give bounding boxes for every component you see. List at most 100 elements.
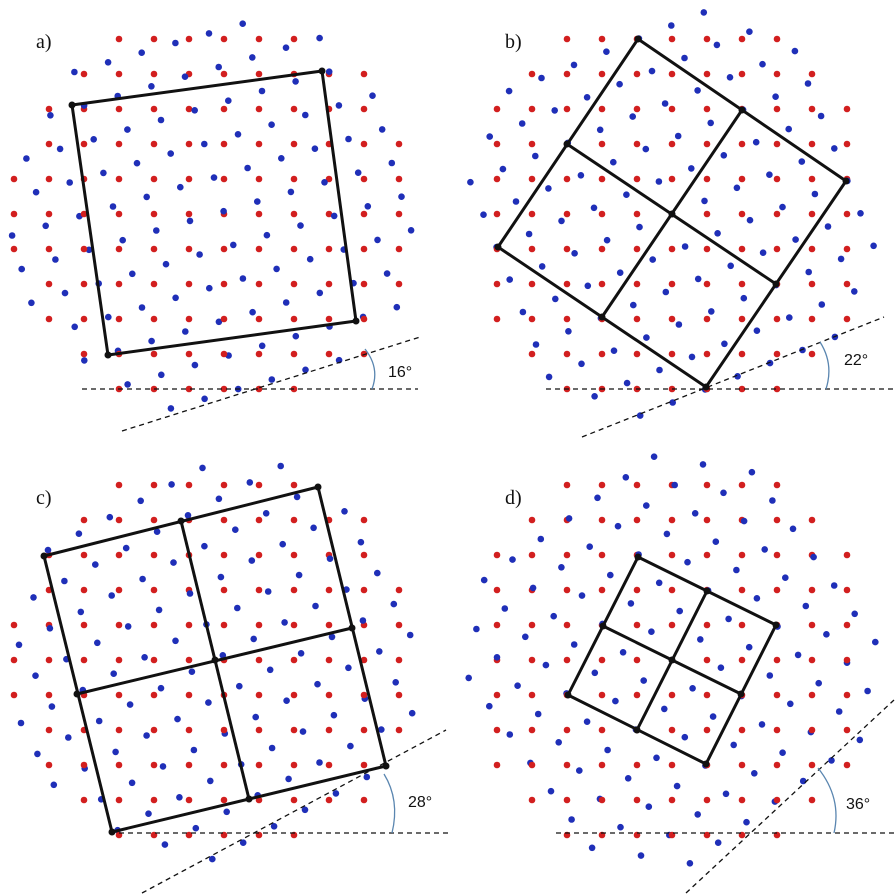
panel-c-supercell-vertices bbox=[40, 483, 390, 836]
lattice-point bbox=[703, 350, 711, 358]
lattice-point bbox=[250, 635, 257, 643]
lattice-point bbox=[824, 223, 832, 230]
lattice-point bbox=[808, 140, 816, 148]
lattice-point bbox=[493, 621, 501, 629]
lattice-point bbox=[808, 586, 816, 594]
lattice-point bbox=[153, 528, 161, 535]
panel-c-angle-label: 28° bbox=[408, 794, 432, 811]
lattice-point bbox=[590, 204, 598, 212]
lattice-point bbox=[668, 175, 676, 183]
supercell-vertex bbox=[598, 313, 606, 321]
lattice-point bbox=[596, 126, 604, 134]
lattice-point bbox=[663, 530, 671, 538]
lattice-point bbox=[668, 105, 676, 113]
lattice-point bbox=[772, 93, 779, 100]
lattice-point bbox=[290, 796, 298, 804]
lattice-point bbox=[255, 350, 263, 358]
lattice-point bbox=[150, 210, 158, 218]
lattice-point bbox=[501, 605, 509, 612]
panel-b: b) 22° bbox=[467, 9, 894, 438]
lattice-point bbox=[115, 656, 123, 664]
lattice-point bbox=[614, 522, 622, 530]
lattice-point bbox=[563, 315, 571, 323]
lattice-point bbox=[45, 280, 53, 288]
lattice-point bbox=[633, 656, 641, 664]
lattice-point bbox=[246, 479, 254, 486]
lattice-point bbox=[528, 280, 536, 288]
panel-d-supercell-vertices bbox=[564, 553, 780, 768]
supercell-vertex bbox=[564, 691, 572, 699]
lattice-point bbox=[392, 679, 400, 686]
lattice-point bbox=[325, 761, 333, 769]
lattice-point bbox=[505, 87, 513, 95]
lattice-point bbox=[675, 321, 683, 328]
lattice-point bbox=[185, 656, 193, 664]
lattice-point bbox=[185, 35, 193, 43]
lattice-point bbox=[138, 304, 146, 311]
lattice-point bbox=[326, 555, 334, 562]
lattice-point bbox=[637, 852, 645, 859]
lattice-point bbox=[563, 175, 571, 183]
lattice-point bbox=[248, 557, 256, 564]
lattice-point bbox=[782, 574, 789, 581]
lattice-point bbox=[598, 796, 606, 804]
lattice-point bbox=[311, 145, 319, 152]
lattice-point bbox=[872, 638, 879, 646]
lattice-point bbox=[161, 841, 169, 848]
lattice-point bbox=[830, 582, 838, 589]
lattice-point bbox=[75, 530, 83, 537]
lattice-point bbox=[124, 126, 131, 133]
lattice-point bbox=[773, 586, 781, 594]
lattice-point bbox=[612, 697, 619, 705]
panel-a-supercell-vertices bbox=[68, 67, 360, 359]
lattice-point bbox=[717, 664, 725, 671]
lattice-point bbox=[773, 140, 781, 148]
panel-d-rotated-reference-line bbox=[685, 699, 895, 894]
lattice-point bbox=[856, 736, 864, 744]
lattice-point bbox=[733, 184, 741, 192]
lattice-point bbox=[10, 175, 18, 183]
lattice-point bbox=[668, 761, 676, 769]
lattice-point bbox=[493, 726, 501, 734]
lattice-point bbox=[220, 175, 228, 183]
lattice-point bbox=[360, 280, 368, 288]
lattice-point bbox=[668, 245, 676, 253]
lattice-point bbox=[47, 112, 54, 119]
lattice-point bbox=[617, 823, 624, 831]
lattice-point bbox=[551, 107, 558, 114]
lattice-point bbox=[278, 155, 285, 162]
lattice-point bbox=[150, 691, 158, 699]
lattice-point bbox=[598, 586, 606, 594]
panel-d-label: d) bbox=[505, 487, 522, 509]
lattice-point bbox=[563, 761, 571, 769]
lattice-point bbox=[110, 670, 117, 677]
lattice-point bbox=[694, 275, 702, 283]
lattice-point bbox=[668, 280, 676, 288]
lattice-point bbox=[106, 513, 114, 521]
lattice-point bbox=[799, 777, 807, 785]
lattice-point bbox=[325, 245, 333, 253]
lattice-point bbox=[633, 245, 641, 253]
lattice-point bbox=[668, 140, 676, 148]
lattice-point bbox=[726, 74, 734, 81]
lattice-point bbox=[738, 280, 746, 288]
lattice-point bbox=[42, 222, 49, 230]
supercell-vertex bbox=[634, 35, 642, 43]
lattice-point bbox=[697, 636, 704, 643]
lattice-point bbox=[563, 210, 571, 218]
lattice-point bbox=[815, 679, 822, 687]
lattice-point bbox=[71, 323, 78, 331]
lattice-point bbox=[843, 586, 851, 594]
lattice-point bbox=[407, 227, 415, 234]
lattice-point bbox=[141, 654, 148, 661]
lattice-point bbox=[341, 508, 348, 515]
lattice-point bbox=[360, 691, 368, 699]
lattice-point bbox=[374, 236, 381, 244]
lattice-point bbox=[196, 251, 203, 258]
lattice-point bbox=[773, 175, 781, 183]
panel-a: a) 16° bbox=[8, 20, 421, 432]
lattice-point bbox=[733, 566, 740, 574]
lattice-point bbox=[753, 595, 761, 602]
lattice-point bbox=[808, 656, 816, 664]
lattice-point bbox=[282, 299, 290, 306]
